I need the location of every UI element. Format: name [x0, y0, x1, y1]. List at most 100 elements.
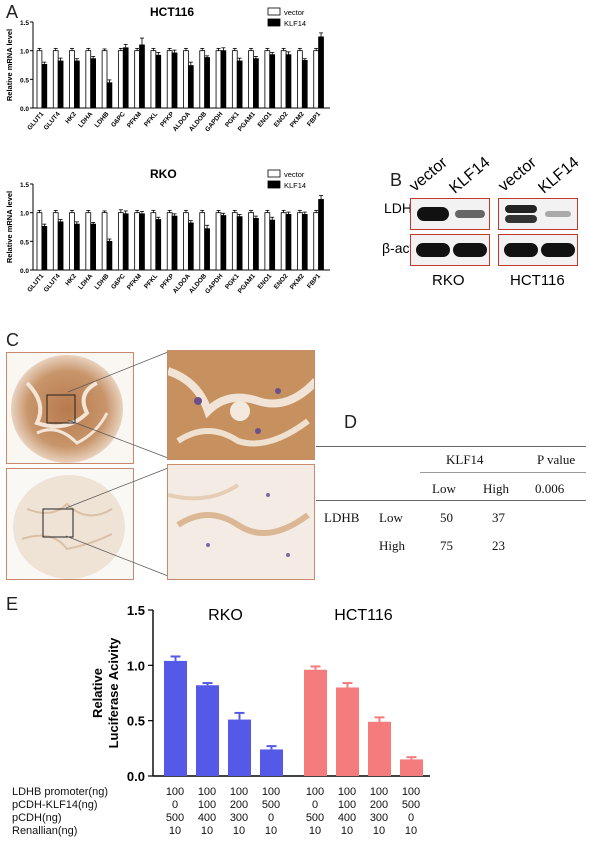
condition-value: 100 [197, 786, 217, 798]
panel-letter-a: A [6, 2, 19, 22]
blot-col-label: KLF14 [535, 153, 583, 198]
legend-swatch [267, 18, 281, 27]
x-tick-label: HK2 [64, 111, 78, 126]
table-cell: 75 [440, 538, 453, 553]
bar [52, 212, 59, 271]
x-tick-label: ENO2 [273, 272, 290, 290]
condition-value: 100 [337, 799, 357, 811]
y-tick-label: 1.0 [20, 211, 29, 218]
bar [220, 50, 227, 109]
bar [280, 50, 287, 109]
bar [164, 660, 187, 776]
condition-value: 0 [267, 812, 275, 824]
bar [264, 212, 271, 271]
bar [215, 212, 222, 271]
bar [204, 228, 210, 271]
bar [400, 759, 423, 776]
condition-value: 500 [165, 812, 185, 824]
y-tick-label: 0.0 [127, 769, 145, 782]
legend-label: vector [284, 8, 305, 17]
bar [248, 50, 254, 109]
table-row-label: High [379, 538, 405, 553]
condition-value: 500 [261, 799, 281, 811]
bar [297, 50, 303, 109]
blot-band [453, 243, 487, 257]
bar [74, 223, 80, 271]
bar [155, 54, 162, 109]
bar [187, 65, 194, 109]
bar [122, 213, 129, 271]
legend-label: vector [284, 170, 305, 179]
legend-label: KLF14 [284, 181, 306, 190]
condition-value: 500 [401, 799, 421, 811]
y-tick-label: 0.5 [20, 239, 29, 246]
bar [134, 50, 140, 109]
y-tick-label: 1.5 [20, 182, 29, 189]
table-row-label: Low [379, 510, 403, 525]
table-subheader-high: High [483, 481, 509, 496]
bar [264, 50, 271, 109]
condition-value: 300 [229, 812, 249, 824]
cell-line-label-hct116: HCT116 [510, 272, 565, 289]
bar [318, 36, 324, 109]
x-tick-label: FBP1 [306, 272, 322, 290]
bar [101, 50, 108, 109]
table-subheader-low: Low [432, 481, 456, 496]
bar [236, 216, 243, 271]
condition-value: 10 [232, 825, 246, 837]
bar [231, 50, 238, 109]
blot-band [505, 205, 537, 213]
legend-swatch [267, 180, 281, 189]
condition-value: 0 [171, 799, 179, 811]
condition-value: 10 [264, 825, 278, 837]
bar [183, 50, 189, 109]
x-tick-label: GAPDH [204, 273, 225, 296]
blot-band [417, 207, 449, 221]
bar [260, 749, 283, 776]
group-label: RKO [208, 607, 243, 624]
x-tick-label: GAPDH [204, 111, 225, 134]
table-header-pvalue: P value [537, 452, 576, 467]
x-tick-label: PFKL [143, 273, 159, 291]
blot-band [541, 243, 575, 257]
blot-band-box [498, 198, 578, 230]
cell-line-label-rko: RKO [432, 272, 465, 289]
bar [297, 212, 303, 271]
bar [85, 212, 92, 271]
x-tick-label: PFKM [126, 273, 143, 292]
panel-letter-d: D [344, 412, 357, 432]
y-tick-label: 1.0 [127, 658, 145, 673]
ihc-zoom-high-image [168, 351, 314, 459]
x-tick-label: PFKM [126, 111, 143, 130]
condition-value: 300 [369, 812, 389, 824]
panel-letter-b: B [390, 170, 403, 190]
blot-col-label: vector [495, 154, 540, 196]
table-rule-mid [420, 472, 586, 473]
condition-value: 100 [337, 786, 357, 798]
bar [101, 212, 108, 271]
y-tick-label: 1.5 [127, 603, 145, 618]
table-rule-top [316, 446, 586, 447]
bar [220, 215, 227, 271]
condition-label: pCDH(ng) [12, 812, 62, 824]
ihc-core-high-image [11, 355, 123, 463]
bar [52, 50, 59, 109]
group-label: HCT116 [334, 607, 392, 624]
table-row-group: LDHB [324, 510, 360, 525]
bar [228, 719, 251, 776]
blot-col-label: vector [406, 154, 451, 196]
bar [57, 221, 64, 271]
condition-value: 10 [168, 825, 182, 837]
bar [336, 687, 359, 776]
bar [90, 58, 97, 109]
y-tick-label: 0.5 [127, 714, 145, 729]
bar [318, 199, 324, 271]
ihc-core-high [6, 352, 134, 464]
blot-band-box [498, 234, 578, 266]
x-tick-label: ENO1 [257, 110, 274, 128]
blot-col-label: KLF14 [446, 153, 494, 198]
ihc-zoom-lines [65, 351, 169, 577]
bar [117, 212, 124, 271]
blot-band-box [410, 198, 490, 230]
condition-value: 10 [200, 825, 214, 837]
